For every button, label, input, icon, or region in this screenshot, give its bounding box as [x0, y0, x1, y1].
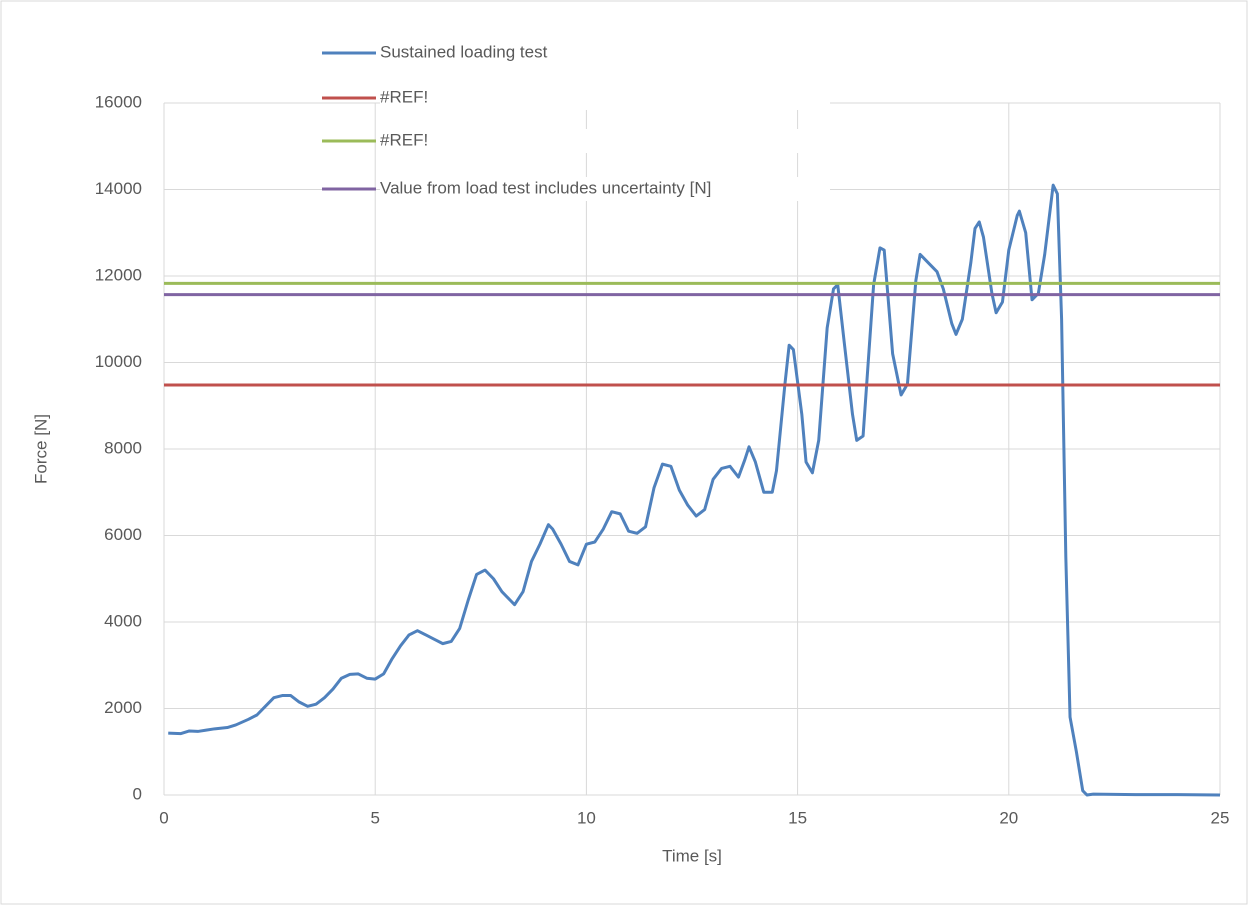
y-tick-label: 4000 [104, 611, 142, 630]
x-tick-label: 20 [999, 808, 1018, 827]
y-tick-label: 6000 [104, 525, 142, 544]
legend-bg [380, 129, 830, 153]
y-tick-label: 8000 [104, 438, 142, 457]
series-line [168, 183, 1221, 797]
legend-label: Value from load test includes uncertaint… [380, 178, 711, 197]
x-tick-label: 5 [370, 808, 379, 827]
y-tick-label: 16000 [95, 92, 142, 111]
legend-bg [380, 41, 830, 65]
x-tick-label: 15 [788, 808, 807, 827]
y-tick-label: 0 [133, 784, 142, 803]
legend-bg [380, 177, 830, 201]
y-tick-label: 10000 [95, 352, 142, 371]
legend-bg [380, 86, 830, 110]
x-axis-label: Time [s] [662, 846, 722, 865]
x-tick-label: 10 [577, 808, 596, 827]
legend-label: #REF! [380, 87, 428, 106]
y-tick-label: 2000 [104, 698, 142, 717]
legend-label: #REF! [380, 130, 428, 149]
y-tick-label: 14000 [95, 179, 142, 198]
x-tick-label: 0 [159, 808, 168, 827]
legend-label: Sustained loading test [380, 42, 548, 61]
y-axis-label: Force [N] [31, 414, 50, 484]
y-tick-label: 12000 [95, 265, 142, 284]
x-tick-label: 25 [1211, 808, 1230, 827]
